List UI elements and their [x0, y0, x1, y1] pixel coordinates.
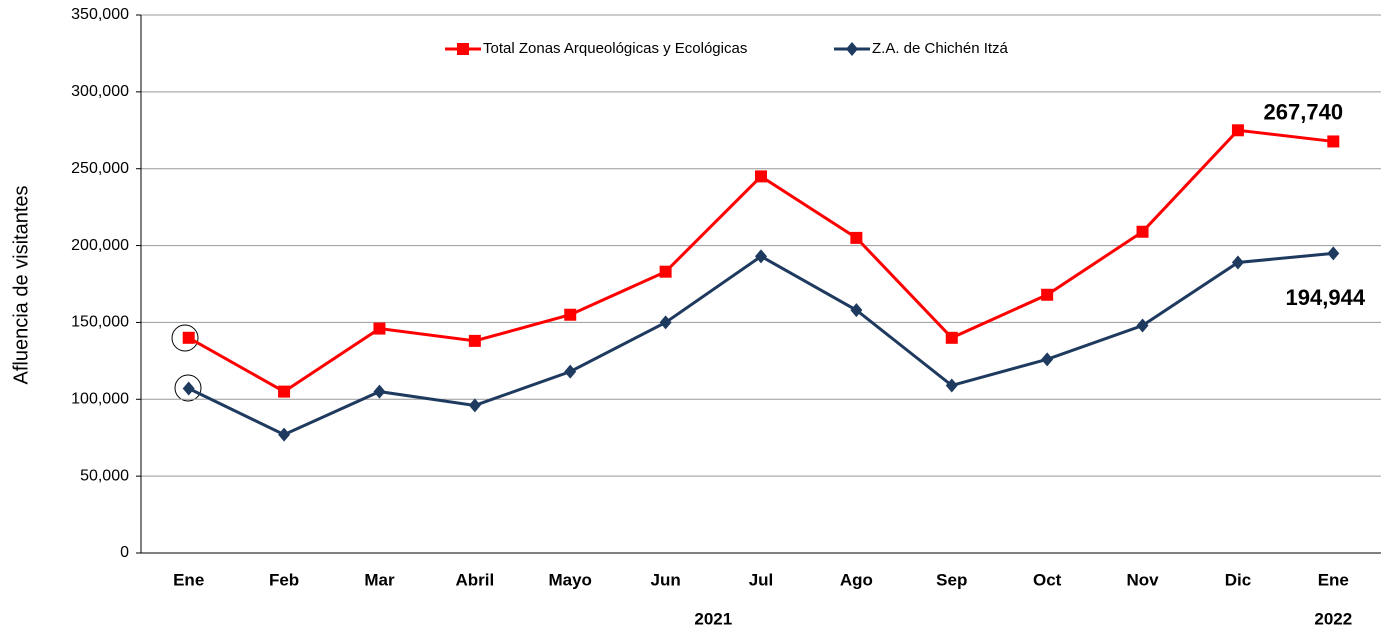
series-line — [188, 251, 1334, 437]
legend-item: Total Zonas Arqueológicas y Ecológicas — [445, 40, 747, 57]
x-tick-label: Ene — [1318, 570, 1349, 589]
data-label: 267,740 — [1264, 99, 1344, 124]
marker — [659, 315, 672, 330]
marker — [659, 265, 672, 278]
marker — [1327, 246, 1340, 261]
year-label: 2021 — [694, 609, 732, 628]
x-tick-label: Mar — [364, 570, 395, 589]
x-tick-label: Oct — [1033, 570, 1062, 589]
marker — [1327, 135, 1340, 148]
x-tick-label: Nov — [1126, 570, 1159, 589]
marker — [468, 334, 481, 347]
y-axis-title: Afluencia de visitantes — [10, 185, 32, 384]
x-tick-label: Jul — [749, 570, 774, 589]
highlight-circle — [174, 374, 202, 402]
marker — [945, 378, 958, 393]
year-label: 2022 — [1314, 609, 1352, 628]
marker — [564, 364, 577, 379]
x-tick-label: Abril — [455, 570, 494, 589]
y-tick-label: 0 — [120, 544, 129, 561]
marker — [755, 170, 767, 183]
y-tick-label: 200,000 — [71, 237, 129, 254]
legend-item: Z.A. de Chichén Itzá — [834, 40, 1009, 57]
y-tick-label: 300,000 — [71, 83, 129, 100]
marker — [373, 322, 386, 335]
marker — [278, 427, 291, 442]
legend-label: Total Zonas Arqueológicas y Ecológicas — [483, 40, 747, 57]
marker — [1136, 225, 1149, 238]
y-tick-label: 350,000 — [71, 6, 129, 23]
marker — [1041, 352, 1054, 367]
x-tick-label: Ago — [840, 570, 873, 589]
legend-label: Z.A. de Chichén Itzá — [872, 40, 1009, 57]
x-tick-label: Feb — [269, 570, 299, 589]
marker — [1041, 288, 1054, 301]
x-tick-label: Dic — [1225, 570, 1251, 589]
marker — [468, 398, 481, 413]
y-tick-label: 50,000 — [80, 467, 129, 484]
x-tick-label: Mayo — [548, 570, 591, 589]
marker — [182, 381, 195, 396]
marker — [850, 303, 863, 318]
highlight-circle — [171, 324, 199, 352]
marker — [564, 308, 577, 321]
marker — [278, 385, 291, 398]
marker — [945, 331, 958, 344]
marker — [457, 43, 469, 55]
y-tick-label: 100,000 — [71, 391, 129, 408]
y-tick-label: 250,000 — [71, 160, 129, 177]
marker — [373, 384, 386, 399]
marker — [850, 231, 863, 244]
x-tick-label: Ene — [173, 570, 204, 589]
marker — [846, 42, 858, 56]
marker — [1231, 124, 1244, 137]
data-label: 194,944 — [1286, 285, 1366, 310]
y-tick-label: 150,000 — [71, 314, 129, 331]
marker — [1231, 255, 1244, 270]
x-tick-label: Sep — [936, 570, 967, 589]
marker — [182, 331, 195, 344]
x-tick-label: Jun — [650, 570, 680, 589]
marker — [1136, 318, 1149, 333]
marker — [755, 249, 767, 264]
